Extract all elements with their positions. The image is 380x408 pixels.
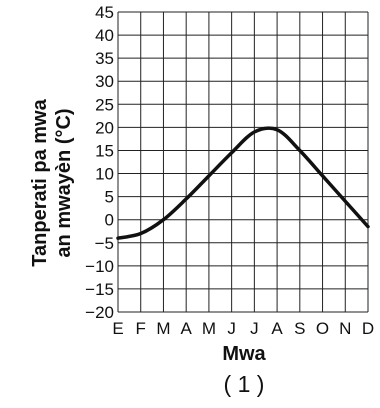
- x-tick-label: M: [202, 319, 216, 338]
- y-tick-label: 30: [95, 72, 114, 91]
- y-axis-title-line-1: Tanperati pa mwa: [29, 98, 51, 266]
- data-series: [116, 126, 370, 240]
- y-tick-label: −5: [95, 234, 114, 253]
- x-tick-label: N: [339, 319, 351, 338]
- y-tick-label: 10: [95, 165, 114, 184]
- x-tick-label: A: [181, 319, 193, 338]
- x-axis-title: Mwa: [222, 343, 266, 365]
- panel-label: ( 1 ): [224, 371, 265, 397]
- x-tick-label: J: [227, 319, 236, 338]
- series-line: [116, 126, 370, 240]
- x-tick-label: O: [316, 319, 329, 338]
- y-axis-tick-labels: 45 40 35 30 25 20 15 10 5 0 −5 −10 −15 −20: [85, 3, 114, 322]
- y-tick-label: 35: [95, 49, 114, 68]
- x-tick-label: E: [112, 319, 123, 338]
- y-tick-label: 15: [95, 141, 114, 160]
- x-tick-label: F: [136, 319, 146, 338]
- y-tick-label: −10: [85, 257, 114, 276]
- y-tick-label: 0: [105, 211, 114, 230]
- y-tick-label: 5: [105, 188, 114, 207]
- x-tick-label: S: [294, 319, 305, 338]
- y-tick-label: 20: [95, 118, 114, 137]
- x-tick-label: M: [156, 319, 170, 338]
- x-tick-label: A: [271, 319, 283, 338]
- y-tick-label: 45: [95, 3, 114, 22]
- x-tick-label: J: [250, 319, 259, 338]
- y-tick-label: −20: [85, 303, 114, 322]
- chart-grid: [117, 11, 369, 313]
- y-axis-title-line-2: an mwayèn (°C): [53, 108, 75, 257]
- x-tick-label: D: [362, 319, 374, 338]
- y-tick-label: 40: [95, 26, 114, 45]
- y-tick-label: −15: [85, 280, 114, 299]
- y-tick-label: 25: [95, 95, 114, 114]
